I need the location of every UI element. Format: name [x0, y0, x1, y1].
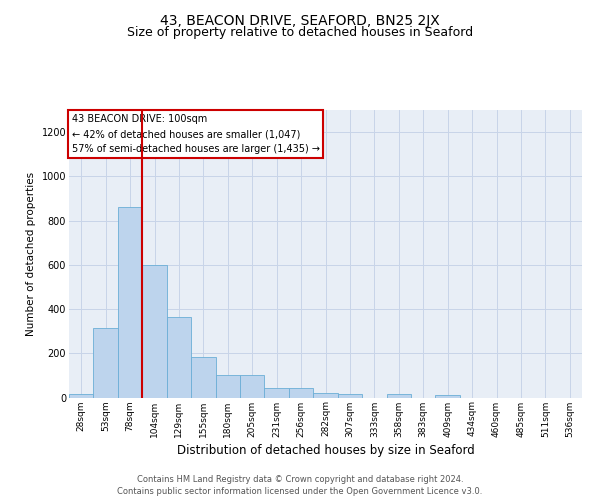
- Bar: [338, 394, 362, 398]
- X-axis label: Distribution of detached houses by size in Seaford: Distribution of detached houses by size …: [176, 444, 475, 456]
- Bar: [118, 208, 142, 398]
- Bar: [215, 376, 240, 398]
- Text: 43, BEACON DRIVE, SEAFORD, BN25 2JX: 43, BEACON DRIVE, SEAFORD, BN25 2JX: [160, 14, 440, 28]
- Bar: [436, 396, 460, 398]
- Bar: [289, 388, 313, 398]
- Text: Size of property relative to detached houses in Seaford: Size of property relative to detached ho…: [127, 26, 473, 39]
- Bar: [313, 393, 338, 398]
- Y-axis label: Number of detached properties: Number of detached properties: [26, 172, 36, 336]
- Bar: [167, 317, 191, 398]
- Bar: [191, 356, 215, 398]
- Text: 43 BEACON DRIVE: 100sqm
← 42% of detached houses are smaller (1,047)
57% of semi: 43 BEACON DRIVE: 100sqm ← 42% of detache…: [71, 114, 320, 154]
- Bar: [94, 328, 118, 398]
- Bar: [69, 394, 94, 398]
- Bar: [142, 265, 167, 398]
- Text: Contains HM Land Registry data © Crown copyright and database right 2024.
Contai: Contains HM Land Registry data © Crown c…: [118, 474, 482, 496]
- Bar: [240, 376, 265, 398]
- Bar: [265, 388, 289, 398]
- Bar: [386, 394, 411, 398]
